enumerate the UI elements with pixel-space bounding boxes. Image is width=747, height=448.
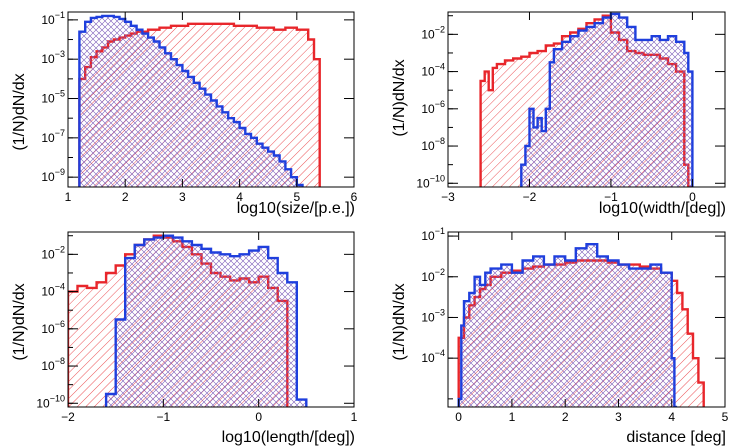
length-ytick-label: 10−4 — [41, 282, 65, 299]
width-ytick-label: 10−8 — [421, 136, 445, 153]
panel-width: (1/N)dN/dx log10(width/[deg]) −3 −2 −1 0 10−… — [391, 12, 726, 217]
plot-area-width — [481, 14, 693, 187]
panel-distance: (1/N)dN/dx distance [deg] 0 1 2 3 4 5 10−4 10−3… — [391, 226, 729, 446]
plot-area-size — [79, 16, 319, 187]
length-xtick-label: 0 — [255, 410, 262, 424]
distance-ytick-label: 10−3 — [421, 307, 445, 324]
length-ytick-label: 10−2 — [41, 244, 65, 261]
plot-area-length — [68, 236, 306, 407]
size-xtick-label: 5 — [293, 190, 300, 204]
panel-length-ylabel: (1/N)dN/dx — [11, 283, 28, 360]
length-xtick-label: −1 — [156, 410, 170, 424]
distance-ytick-label: 10−2 — [421, 267, 445, 284]
distance-xtick-label: 1 — [509, 410, 516, 424]
size-xtick-label: 2 — [122, 190, 129, 204]
width-ytick-label: 10−10 — [416, 173, 445, 190]
distance-ytick-label: 10−1 — [421, 226, 445, 243]
length-xtick-label: 1 — [351, 410, 358, 424]
distance-xtick-label: 3 — [615, 410, 622, 424]
panel-size-ylabel: (1/N)dN/dx — [11, 73, 28, 150]
width-ytick-label: 10−2 — [421, 24, 445, 41]
size-xtick-label: 6 — [351, 190, 358, 204]
length-ytick-label: 10−8 — [41, 356, 65, 373]
size-xtick-label: 3 — [179, 190, 186, 204]
distance-ytick-label: 10−4 — [421, 348, 445, 365]
length-ytick-label: 10−10 — [36, 393, 65, 410]
width-xtick-label: −2 — [523, 190, 537, 204]
panel-length-xlabel: log10(length/[deg]) — [222, 429, 355, 446]
width-xtick-label: −1 — [604, 190, 618, 204]
size-ytick-label: 10−7 — [41, 128, 65, 145]
distance-xtick-label: 4 — [668, 410, 675, 424]
length-blue-fill — [106, 236, 306, 407]
length-xtick-label: −2 — [61, 410, 75, 424]
panel-size: (1/N)dN/dx log10(size/[p.e.]) 1 2 3 4 5 610−9… — [11, 10, 358, 217]
size-ytick-label: 10−9 — [41, 167, 65, 184]
width-ytick-label: 10−4 — [421, 62, 445, 79]
size-xtick-label: 4 — [236, 190, 243, 204]
panel-width-xlabel: log10(width/[deg]) — [599, 200, 726, 217]
length-ytick-label: 10−6 — [41, 319, 65, 336]
distance-xtick-label: 2 — [562, 410, 569, 424]
plot-area-distance — [459, 244, 704, 407]
size-ytick-label: 10−3 — [41, 49, 65, 66]
panel-width-ylabel: (1/N)dN/dx — [391, 59, 408, 136]
figure: (1/N)dN/dx log10(size/[p.e.]) 1 2 3 4 5 610−9… — [0, 0, 747, 448]
panel-length: (1/N)dN/dx log10(length/[deg]) −2 −1 0 1 10−… — [11, 232, 358, 446]
size-xtick-label: 1 — [65, 190, 72, 204]
width-xtick-label: −3 — [441, 190, 455, 204]
size-ytick-label: 10−5 — [41, 89, 65, 106]
size-ytick-label: 10−1 — [41, 10, 65, 27]
distance-xtick-label: 0 — [455, 410, 462, 424]
width-xtick-label: 0 — [689, 190, 696, 204]
width-ytick-label: 10−6 — [421, 99, 445, 116]
distance-xtick-label: 5 — [722, 410, 729, 424]
panel-distance-xlabel: distance [deg] — [626, 429, 726, 446]
panel-distance-ylabel: (1/N)dN/dx — [391, 283, 408, 360]
